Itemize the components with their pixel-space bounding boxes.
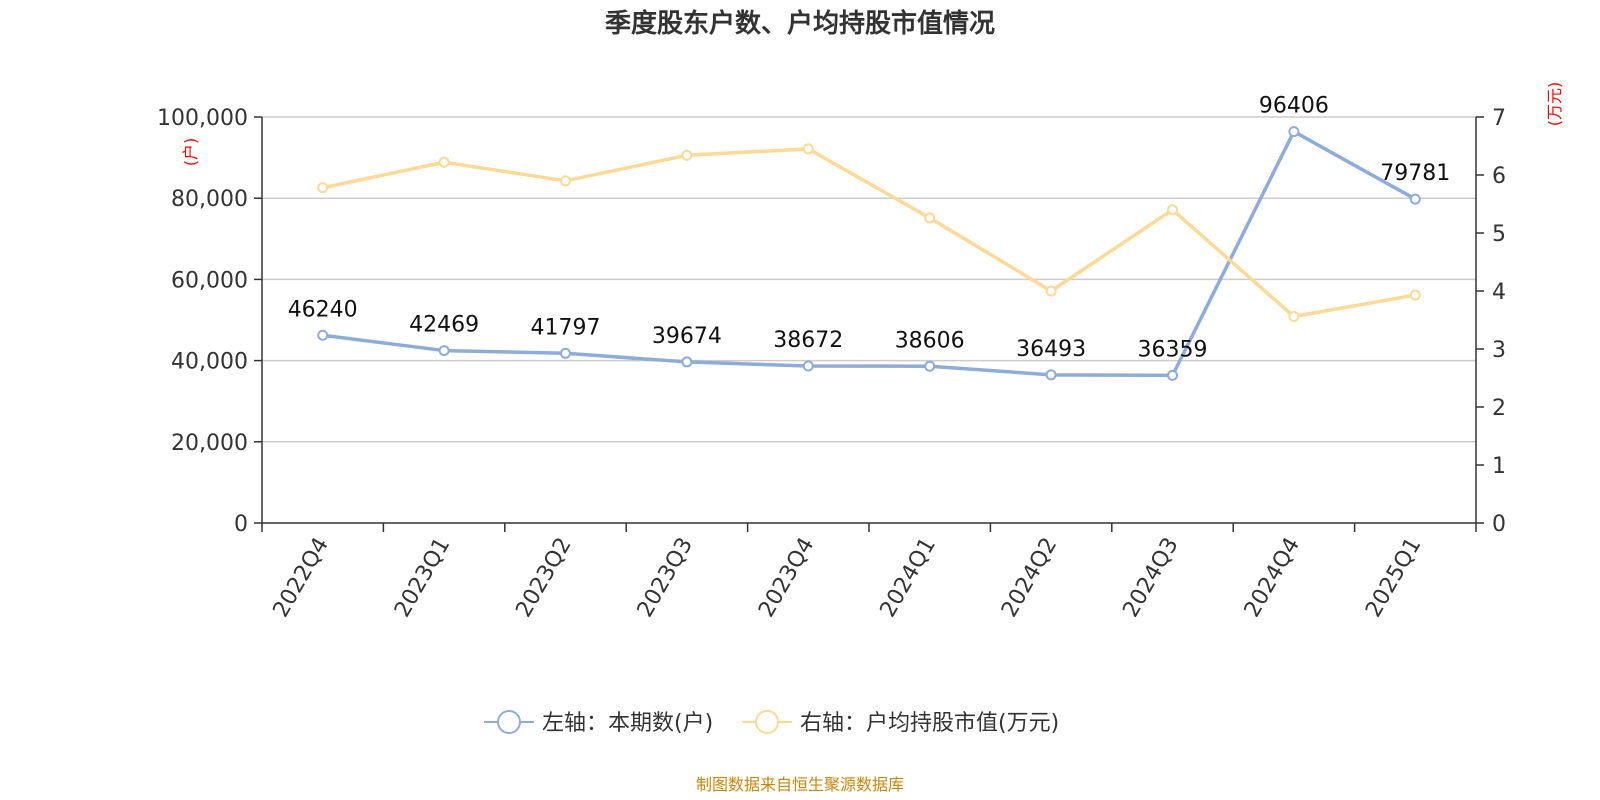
data-label: 38606: [895, 328, 965, 353]
left-tick-label: 100,000: [157, 106, 248, 131]
data-label: 38672: [773, 328, 843, 353]
x-tick-label: 2024Q4: [1240, 534, 1305, 622]
right-axis-unit: (万元): [1545, 82, 1564, 127]
legend-marker: [497, 710, 521, 734]
legend: 左轴：本期数(户) 右轴：户均持股市值(万元): [484, 710, 1059, 736]
x-tick-label: 2024Q3: [1118, 534, 1183, 622]
data-point: [1167, 204, 1178, 216]
data-label: 42469: [409, 313, 479, 338]
legend-marker: [755, 710, 779, 734]
right-tick-label: 1: [1492, 454, 1506, 479]
data-point: [438, 345, 450, 357]
legend-label: 左轴：本期数(户): [542, 711, 713, 736]
data-point: [1288, 311, 1300, 323]
data-point: [1409, 289, 1421, 301]
data-point: [1045, 285, 1057, 297]
x-tick-label: 2022Q4: [269, 534, 334, 622]
right-tick-label: 3: [1492, 338, 1506, 363]
data-point: [560, 347, 571, 359]
grid-lines: [262, 116, 1476, 443]
data-point: [681, 149, 693, 161]
x-tick-label: 2025Q1: [1361, 534, 1426, 622]
right-tick-label: 7: [1492, 106, 1506, 131]
x-tick-label: 2023Q1: [390, 534, 455, 622]
left-tick-label: 0: [234, 512, 248, 537]
data-label: 46240: [288, 297, 358, 322]
data-point: [560, 175, 571, 187]
data-point: [802, 360, 814, 372]
series-layer: [317, 126, 1421, 381]
chart-title: 季度股东户数、户均持股市值情况: [605, 8, 995, 39]
data-point: [438, 156, 450, 168]
left-tick-label: 40,000: [171, 350, 248, 375]
data-label: 39674: [652, 324, 722, 349]
right-tick-label: 2: [1492, 396, 1506, 421]
left-tick-label: 80,000: [171, 187, 248, 212]
data-point: [1288, 126, 1300, 138]
data-point: [924, 360, 936, 372]
data-label: 79781: [1380, 161, 1450, 186]
data-point: [681, 356, 693, 368]
x-tick-label: 2023Q4: [754, 534, 819, 622]
right-tick-label: 5: [1492, 222, 1506, 247]
data-label: 96406: [1259, 94, 1329, 119]
source-note: 制图数据来自恒生聚源数据库: [696, 775, 904, 794]
data-label: 36493: [1016, 337, 1086, 362]
right-tick-label: 4: [1492, 280, 1506, 305]
series-line-2: [322, 147, 1416, 319]
right-tick-label: 0: [1492, 512, 1506, 537]
x-tick-label: 2024Q1: [876, 534, 941, 622]
x-tick-label: 2023Q3: [633, 534, 698, 622]
data-point: [1167, 369, 1178, 381]
data-point: [1409, 193, 1421, 205]
data-label: 36359: [1138, 337, 1208, 362]
data-point: [317, 182, 329, 194]
data-label: 41797: [531, 315, 601, 340]
x-tick-label: 2023Q2: [511, 534, 576, 622]
left-tick-label: 20,000: [171, 431, 248, 456]
data-point: [802, 143, 814, 155]
data-point: [317, 329, 329, 341]
left-tick-label: 60,000: [171, 268, 248, 293]
x-tick-label: 2024Q2: [997, 534, 1062, 622]
data-point: [1045, 369, 1057, 381]
data-labels: 46240 42469 41797 39674 38672 38606 36493 36359…: [288, 94, 1451, 363]
data-point: [924, 212, 936, 224]
series-line-1: [322, 129, 1417, 378]
right-tick-label: 6: [1492, 164, 1506, 189]
legend-label: 右轴：户均持股市值(万元): [800, 711, 1059, 736]
left-axis-unit: (户): [181, 138, 200, 167]
